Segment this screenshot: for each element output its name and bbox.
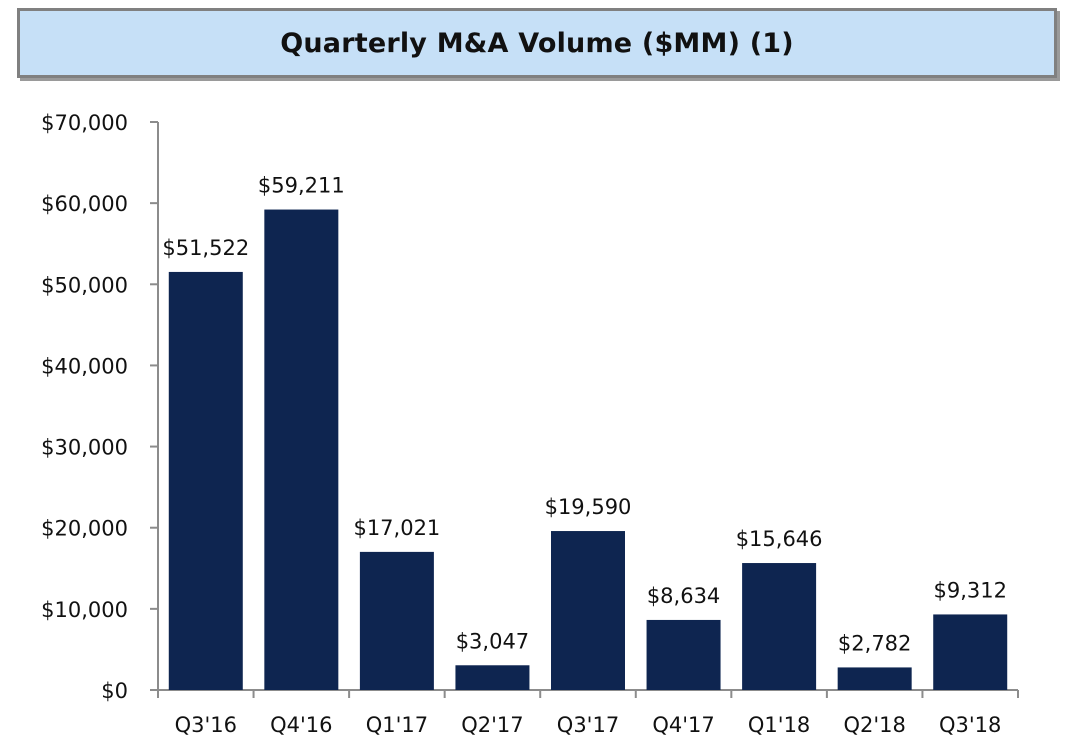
bar	[933, 614, 1008, 690]
y-axis: $0 $10,000 $20,000 $30,000 $40,000 $50,000 $60…	[41, 111, 159, 703]
y-tick-label: $30,000	[41, 436, 128, 460]
bar	[646, 619, 721, 690]
data-label: $59,211	[258, 174, 345, 198]
bar	[264, 209, 339, 690]
bar	[359, 551, 434, 690]
data-label: $17,021	[353, 516, 440, 540]
x-tick-label: Q4'17	[652, 713, 714, 737]
x-tick-label: Q3'18	[939, 713, 1001, 737]
y-tick-label: $70,000	[41, 111, 128, 135]
data-label: $51,522	[162, 236, 249, 260]
data-label: $19,590	[545, 495, 632, 519]
data-label: $8,634	[647, 584, 720, 608]
bar	[455, 665, 530, 690]
x-tick-label: Q2'17	[461, 713, 523, 737]
chart-title-box: Quarterly M&A Volume ($MM) (1)	[17, 8, 1057, 78]
x-tick-label: Q1'17	[366, 713, 428, 737]
bar	[837, 667, 912, 690]
data-label: $15,646	[736, 527, 823, 551]
x-tick-label: Q4'16	[270, 713, 332, 737]
chart-title: Quarterly M&A Volume ($MM) (1)	[280, 27, 794, 59]
bar	[168, 271, 243, 690]
x-axis: Q3'16 Q4'16 Q1'17 Q2'17 Q3'17 Q4'17 Q1'18 Q2'18…	[157, 689, 1019, 737]
data-label: $2,782	[838, 631, 911, 655]
bar	[742, 563, 817, 690]
x-tick-label: Q3'17	[557, 713, 619, 737]
y-tick-label: $60,000	[41, 192, 128, 216]
y-tick-label: $10,000	[41, 598, 128, 622]
data-label: $9,312	[933, 578, 1006, 602]
y-tick-label: $0	[101, 679, 128, 703]
x-tick-label: Q2'18	[843, 713, 905, 737]
x-tick-label: Q1'18	[748, 713, 810, 737]
y-tick-label: $40,000	[41, 354, 128, 378]
data-labels: $51,522 $59,211 $17,021 $3,047 $19,590 $8,634…	[162, 174, 1007, 656]
data-label: $3,047	[456, 629, 529, 653]
y-tick-label: $20,000	[41, 517, 128, 541]
y-tick-label: $50,000	[41, 273, 128, 297]
bar	[551, 531, 625, 690]
bars	[168, 209, 1008, 690]
x-tick-label: Q3'16	[175, 713, 237, 737]
